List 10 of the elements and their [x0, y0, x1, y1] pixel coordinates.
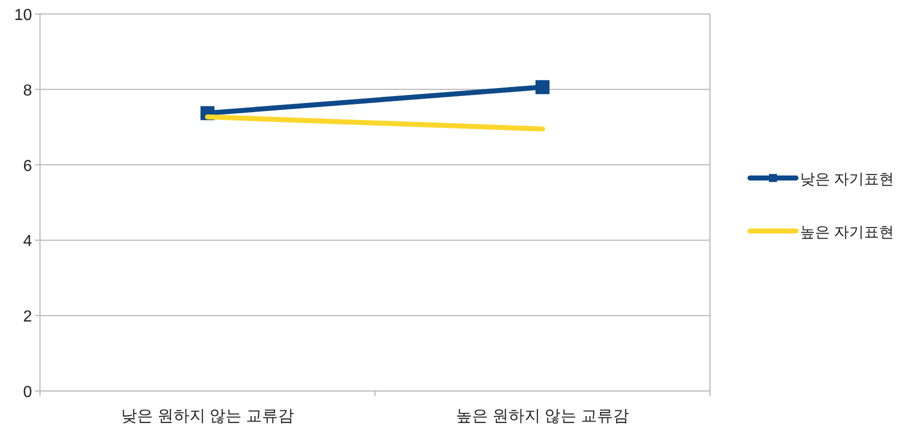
y-tick-label: 10	[14, 7, 32, 24]
y-tick-label: 2	[23, 308, 32, 326]
x-tick-label: 낮은 원하지 않는 교류감	[120, 408, 294, 425]
legend-label: 높은 자기표현	[800, 224, 894, 241]
legend-label: 낮은 자기표현	[800, 171, 894, 188]
y-tick-label: 6	[23, 158, 32, 175]
y-tick-label: 0	[23, 384, 32, 401]
y-tick-label: 8	[23, 82, 32, 100]
y-tick-label: 4	[23, 233, 32, 250]
x-tick-label: 높은 원하지 않는 교류감	[456, 408, 630, 425]
